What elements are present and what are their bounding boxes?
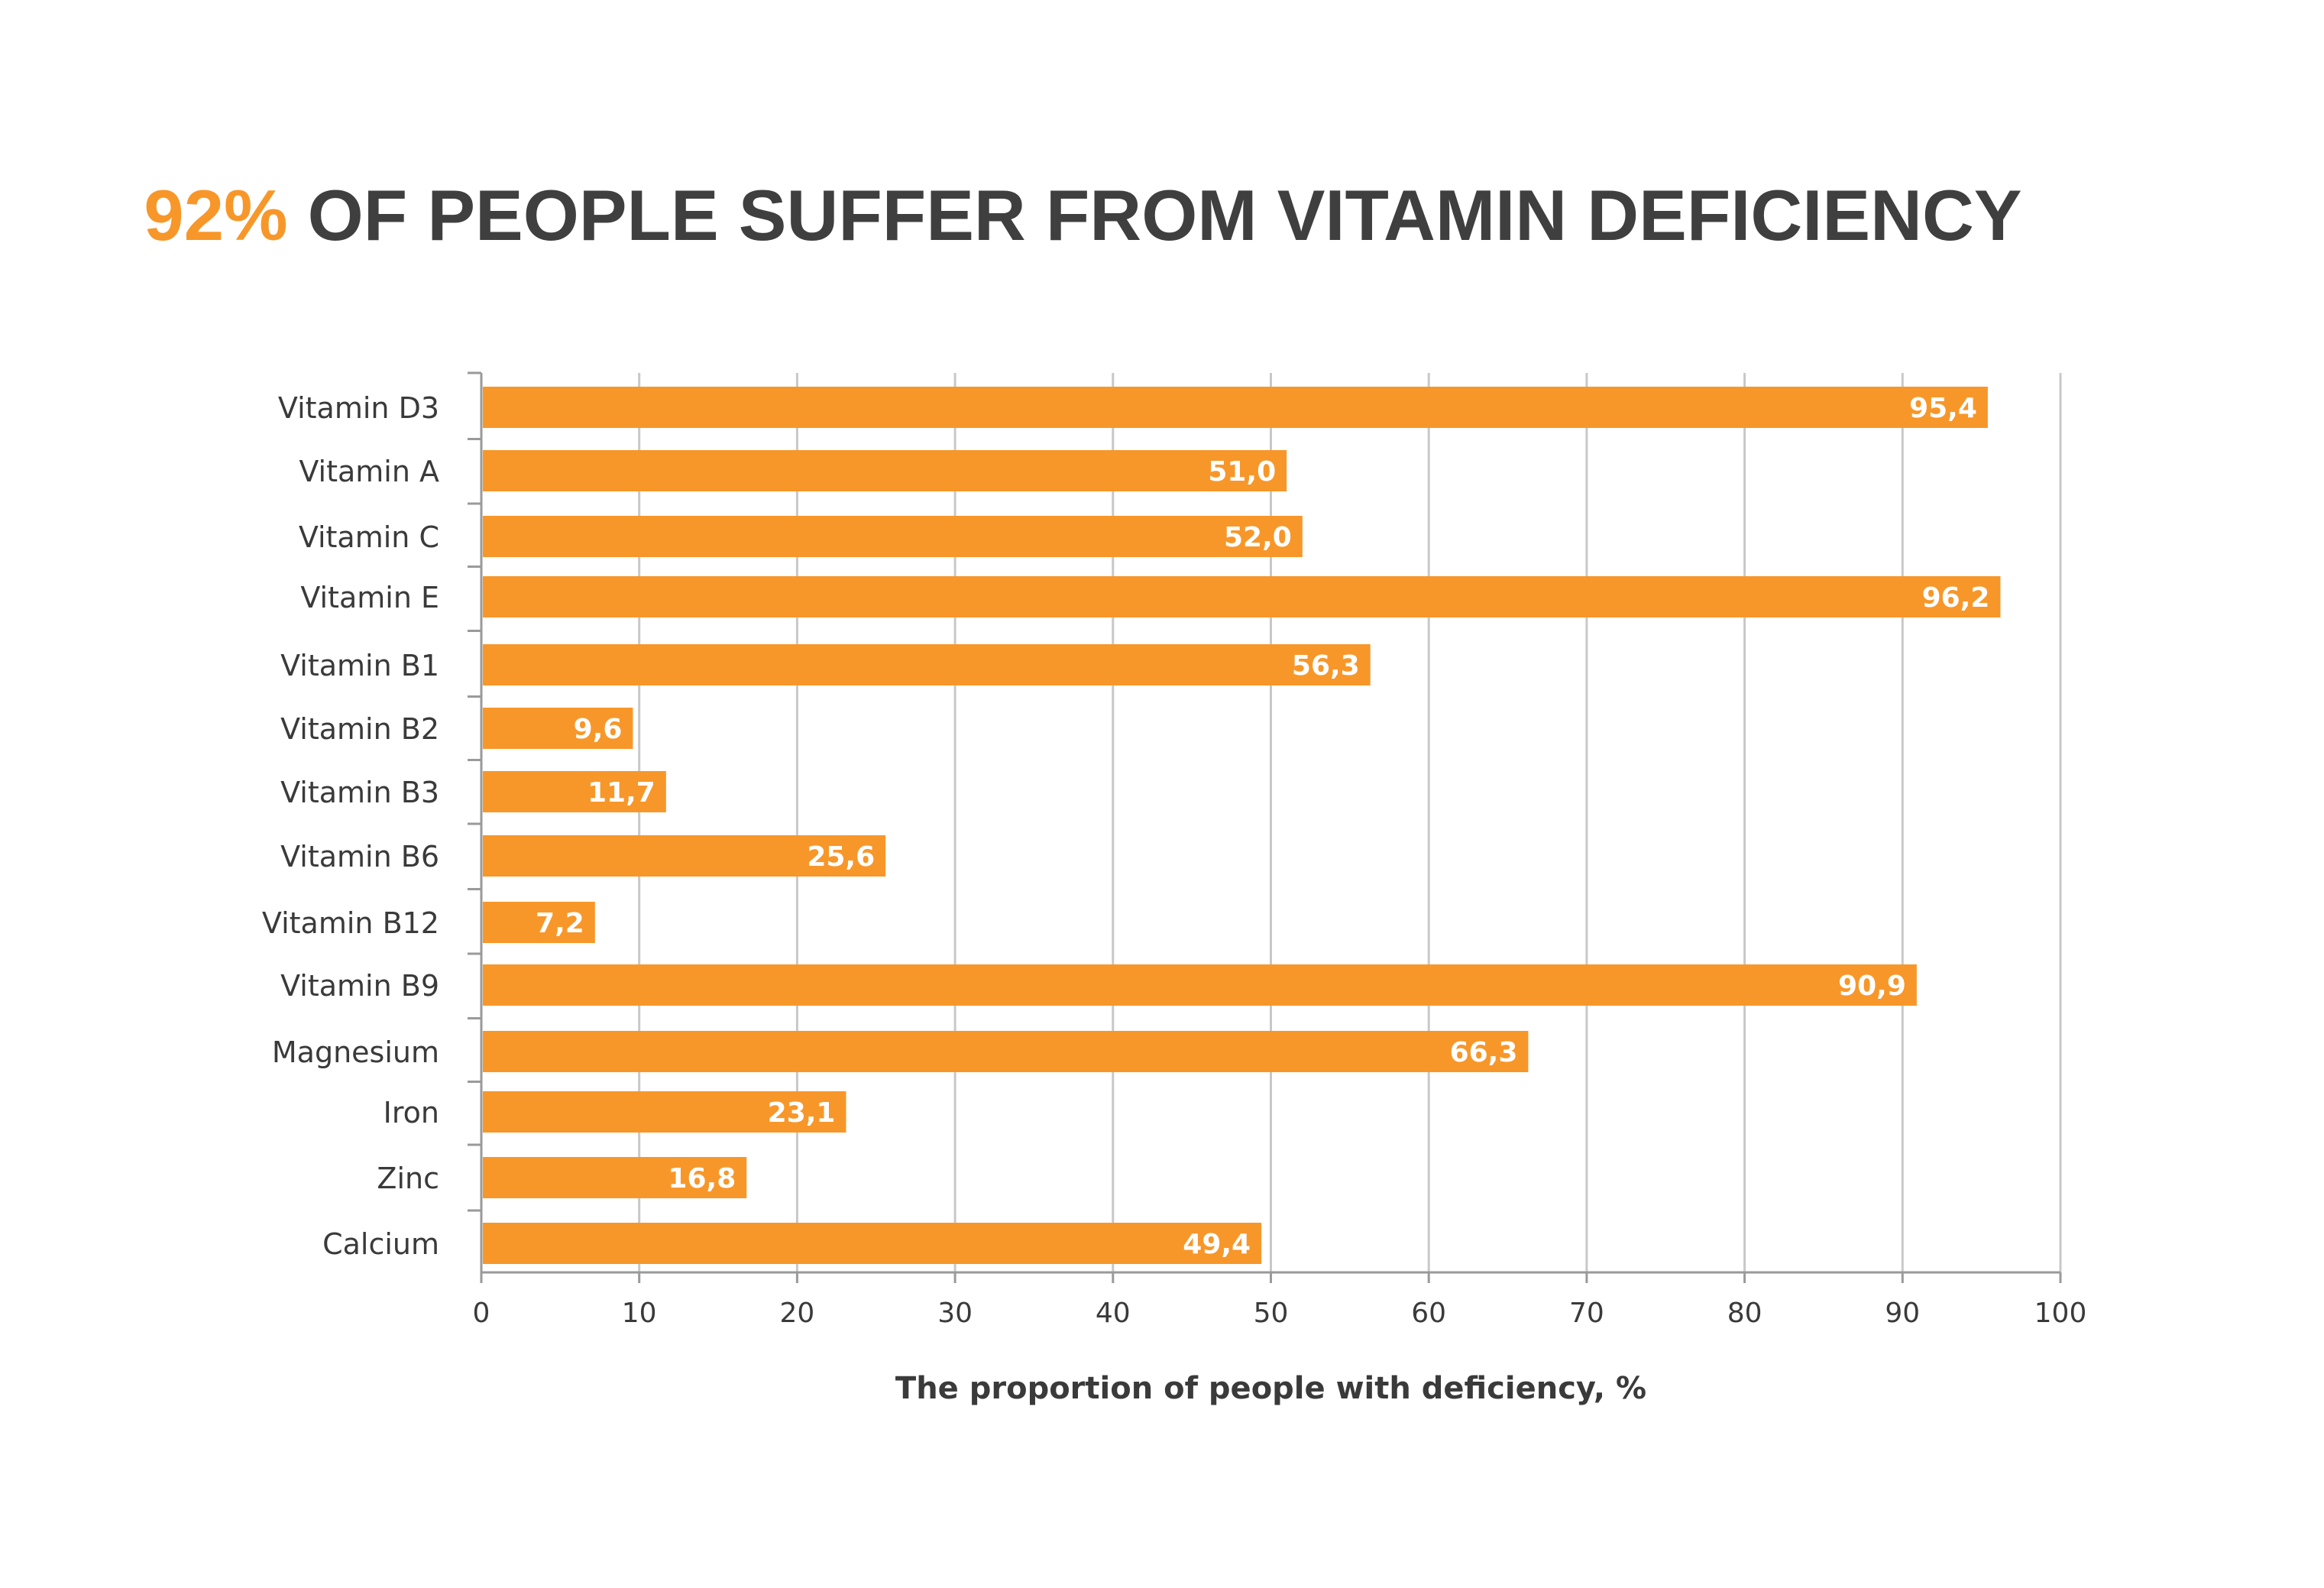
category-label: Magnesium (272, 1035, 439, 1069)
value-label: 49,4 (1183, 1229, 1251, 1260)
axes (468, 371, 2062, 1283)
labels: 0 10 20 30 40 50 60 70 80 90 100 95,4 Vitamin D3 51,0… (262, 391, 2086, 1329)
bar-vitamin-b3 (483, 771, 666, 812)
value-label: 66,3 (1450, 1037, 1518, 1068)
x-axis-title: The proportion of people with deficiency… (895, 1371, 1646, 1406)
x-tick-label: 90 (1885, 1298, 1920, 1329)
x-tick-label: 50 (1254, 1298, 1289, 1329)
bar-calcium (483, 1223, 1262, 1264)
bar-vitamin-d3 (483, 387, 1988, 428)
bars (483, 387, 2001, 1264)
bar-zinc (483, 1157, 747, 1198)
value-label: 9,6 (574, 714, 623, 745)
category-label: Calcium (322, 1227, 439, 1261)
x-tick-label: 60 (1411, 1298, 1446, 1329)
bar-vitamin-e (483, 576, 2001, 617)
chart-title: 92% OF PEOPLE SUFFER FROM VITAMIN DEFICI… (0, 170, 2166, 261)
x-tick-label: 40 (1096, 1298, 1131, 1329)
x-tick-label: 80 (1727, 1298, 1762, 1329)
grid-lines (638, 373, 2062, 1272)
bar-vitamin-a (483, 450, 1287, 491)
category-label: Vitamin E (300, 581, 439, 614)
value-label: 16,8 (668, 1163, 736, 1194)
value-label: 56,3 (1292, 650, 1360, 682)
x-tick-label: 70 (1569, 1298, 1604, 1329)
x-tick-label: 100 (2034, 1298, 2087, 1329)
category-label: Vitamin B1 (280, 649, 439, 682)
category-label: Vitamin B6 (280, 840, 439, 873)
value-label: 11,7 (587, 777, 655, 809)
category-label: Vitamin C (299, 520, 439, 554)
bar-vitamin-b1 (483, 644, 1371, 685)
value-label: 7,2 (536, 908, 584, 939)
bar-vitamin-b6 (483, 835, 886, 877)
value-label: 95,4 (1909, 393, 1977, 424)
value-label: 52,0 (1224, 522, 1292, 553)
category-label: Vitamin B3 (280, 776, 439, 809)
value-label: 23,1 (768, 1097, 836, 1129)
chart-title-rest: OF PEOPLE SUFFER FROM VITAMIN DEFICIENCY (287, 175, 2022, 255)
category-label: Vitamin A (299, 455, 439, 488)
bar-vitamin-c (483, 516, 1303, 557)
value-label: 51,0 (1208, 456, 1276, 488)
bar-vitamin-b12 (483, 902, 595, 943)
value-label: 96,2 (1922, 582, 1990, 614)
category-label: Iron (384, 1096, 439, 1129)
bar-iron (483, 1091, 846, 1133)
category-label: Zinc (377, 1162, 439, 1195)
x-tick-label: 30 (937, 1298, 973, 1329)
x-tick-label: 10 (622, 1298, 657, 1329)
bar-vitamin-b2 (483, 708, 633, 749)
x-tick-label: 0 (473, 1298, 490, 1329)
category-label: Vitamin B9 (280, 969, 439, 1003)
chart-title-highlight: 92% (144, 175, 288, 255)
category-label: Vitamin D3 (278, 391, 439, 425)
bar-vitamin-b9 (483, 964, 1917, 1006)
category-label: Vitamin B12 (262, 906, 439, 940)
category-label: Vitamin B2 (280, 712, 439, 746)
bar-magnesium (483, 1031, 1529, 1072)
x-tick-label: 20 (779, 1298, 814, 1329)
value-label: 90,9 (1838, 971, 1906, 1002)
value-label: 25,6 (807, 841, 875, 873)
